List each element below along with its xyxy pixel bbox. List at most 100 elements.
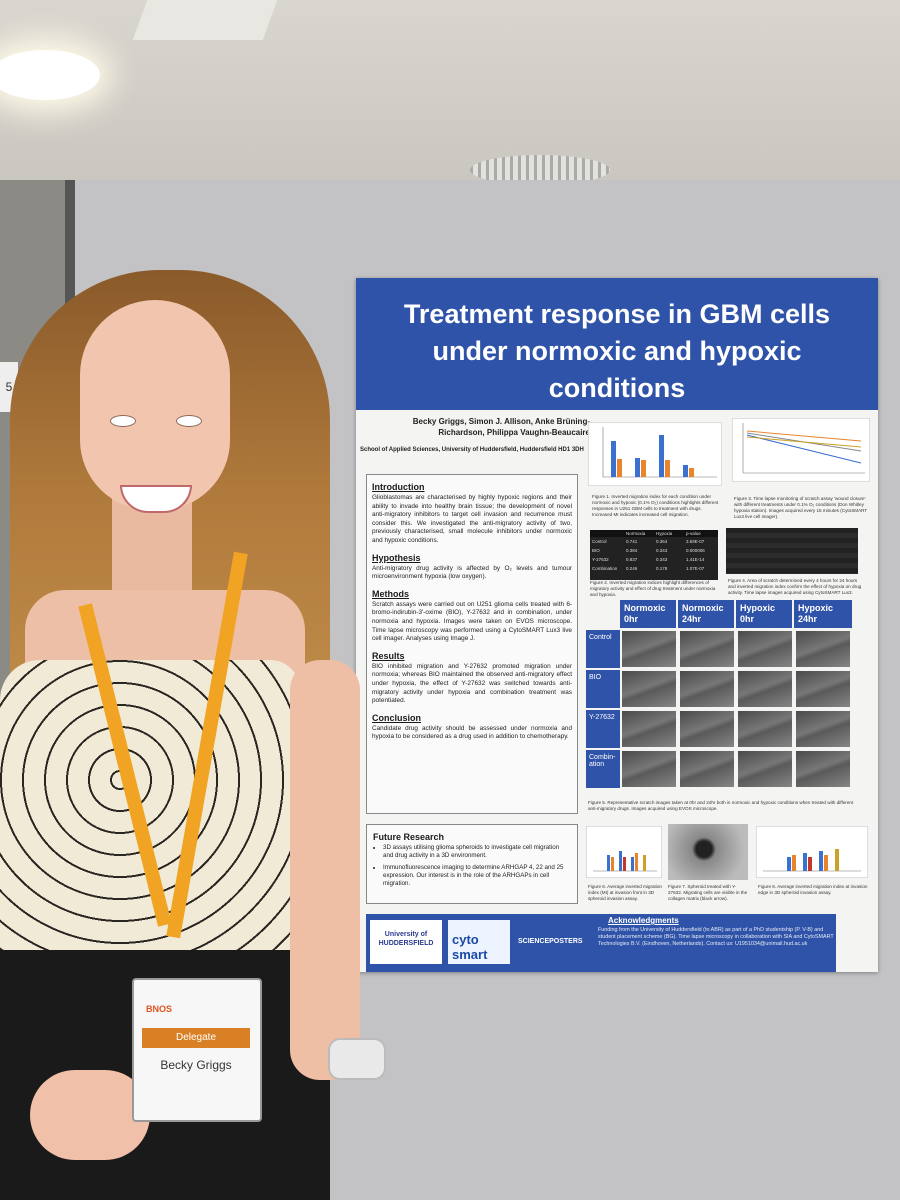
table-cell: 0.364 — [656, 539, 668, 544]
microscopy-image — [738, 751, 792, 787]
microscopy-image — [738, 671, 792, 707]
microscopy-image — [680, 751, 734, 787]
table-cell: Combination — [592, 566, 618, 571]
methods-title: Methods — [372, 588, 409, 599]
microscopy-image — [680, 631, 734, 667]
table-header: Normoxia — [626, 531, 646, 536]
poster-title: Treatment response in GBM cells under no… — [403, 299, 831, 403]
presenter: BNOS Delegate Becky Griggs — [0, 260, 420, 1200]
table-cell: 3.69E-07 — [686, 539, 705, 544]
future-title: Future Research — [373, 832, 445, 842]
figure-2-caption: Figure 2. Inverted migration indices hig… — [590, 580, 716, 597]
table-row: Control 0.741 0.364 3.69E-07 — [590, 537, 718, 546]
figure-3-caption: Figure 3. Time lapse monitoring of scrat… — [734, 496, 868, 519]
introduction-body: Glioblastomas are characterised by highl… — [372, 494, 572, 544]
research-poster: Treatment response in GBM cells under no… — [356, 278, 878, 972]
table-cell: 0.741 — [626, 539, 638, 544]
microscopy-image — [622, 711, 676, 747]
table-cell: 0.246 — [626, 566, 638, 571]
scienceposters-logo-text: SCIENCEPOSTERS — [518, 938, 583, 945]
table-header: p-value — [686, 531, 701, 536]
badge-role: Delegate — [142, 1028, 250, 1048]
wrist-watch — [328, 1038, 386, 1080]
conclusion-body: Candidate drug activity should be assess… — [372, 724, 572, 741]
figure-3-line-chart — [732, 418, 870, 482]
grid-column-header: Hypoxic 24hr — [794, 600, 852, 628]
grid-row-label: Combin-ation — [586, 750, 620, 788]
figure-8-bar-chart — [756, 826, 868, 878]
paisley-top — [0, 660, 300, 960]
table-cell: BIO — [592, 548, 600, 553]
cytosmart-logo: cyto smart — [448, 920, 510, 964]
hand — [30, 1070, 150, 1160]
future-list: 3D assays utilising glioma spheroids to … — [373, 844, 571, 888]
hypothesis-title: Hypothesis — [372, 552, 421, 563]
methods-body: Scratch assays were carried out on U251 … — [372, 600, 572, 643]
future-item: 3D assays utilising glioma spheroids to … — [383, 844, 571, 860]
figure-1-caption: Figure 1. Inverted migration index for e… — [592, 494, 719, 517]
table-cell: 1.07E-07 — [686, 566, 705, 571]
grid-column-header: Hypoxic 0hr — [736, 600, 792, 628]
future-item: Immunofluorescence imaging to determine … — [383, 864, 571, 888]
table-header — [592, 531, 626, 536]
figure-2-table: Normoxia Hypoxia p-value Control 0.741 0… — [590, 530, 718, 580]
figure-4-caption: Figure 4. Area of scratch determined eve… — [728, 578, 862, 595]
name-badge: BNOS Delegate Becky Griggs — [132, 978, 262, 1122]
microscopy-image — [796, 671, 850, 707]
arm — [290, 660, 360, 1080]
table-cell: 0.000006 — [686, 548, 705, 553]
figure-7-spheroid-image — [668, 824, 748, 880]
introduction-title: Introduction — [372, 482, 425, 492]
results-body: BIO inhibited migration and Y-27632 prom… — [372, 662, 572, 705]
figure-5-image-grid: Normoxic 0hr Normoxic 24hr Hypoxic 0hr H… — [586, 600, 854, 790]
table-cell: 0.837 — [626, 557, 638, 562]
table-cell: 0.384 — [626, 548, 638, 553]
microscopy-image — [796, 631, 850, 667]
grid-column-header: Normoxic 24hr — [678, 600, 734, 628]
table-header: Hypoxia — [656, 531, 673, 536]
text-panel: Introduction Glioblastomas are character… — [366, 474, 578, 814]
face — [80, 300, 230, 513]
scienceposters-logo: SCIENCEPOSTERS — [516, 920, 594, 964]
figure-7-caption: Figure 7. Spheroid treated with Y-27632.… — [668, 884, 748, 901]
table-cell: 0.343 — [656, 557, 668, 562]
microscopy-image — [680, 711, 734, 747]
microscopy-image — [738, 711, 792, 747]
acknowledgments-body: Funding from the University of Huddersfi… — [598, 927, 834, 947]
table-cell: 0.343 — [656, 548, 668, 553]
results-title: Results — [372, 650, 405, 661]
figure-4-table — [726, 528, 858, 574]
table-cell: Y-27632 — [592, 557, 609, 562]
right-eye — [176, 415, 202, 427]
microscopy-image — [622, 631, 676, 667]
hypothesis-body: Anti-migratory drug activity is affected… — [372, 564, 572, 581]
figure-6-bar-chart — [586, 826, 662, 878]
ceiling-panel — [132, 0, 278, 40]
grid-row-label: Control — [586, 630, 620, 668]
ceiling — [0, 0, 900, 190]
table-cell: 0.178 — [656, 566, 668, 571]
left-eye — [110, 415, 136, 427]
future-research-panel: Future Research 3D assays utilising glio… — [366, 824, 578, 904]
table-row: Combination 0.246 0.178 1.07E-07 — [590, 564, 718, 573]
table-cell: Control — [592, 539, 607, 544]
figure-6-caption: Figure 6. Average inverted migration ind… — [588, 884, 662, 901]
badge-name: Becky Griggs — [160, 1058, 232, 1072]
conclusion-title: Conclusion — [372, 712, 421, 723]
university-logo-text: University of HUDDERSFIELD — [378, 931, 434, 947]
table-row: BIO 0.384 0.343 0.000006 — [590, 546, 718, 555]
university-logo: University of HUDDERSFIELD — [370, 920, 442, 964]
poster-header: Treatment response in GBM cells under no… — [356, 278, 878, 410]
cytosmart-logo-text: cyto smart — [452, 932, 488, 962]
poster-affiliation: School of Applied Sciences, University o… — [360, 447, 584, 453]
microscopy-image — [738, 631, 792, 667]
grid-row-label: BIO — [586, 670, 620, 708]
microscopy-image — [622, 671, 676, 707]
figure-1-bar-chart — [588, 422, 722, 486]
microscopy-image — [680, 671, 734, 707]
grid-column-header: Normoxic 0hr — [620, 600, 676, 628]
acknowledgments-bar: University of HUDDERSFIELD cyto smart SC… — [366, 914, 836, 972]
microscopy-image — [796, 711, 850, 747]
microscopy-image — [796, 751, 850, 787]
